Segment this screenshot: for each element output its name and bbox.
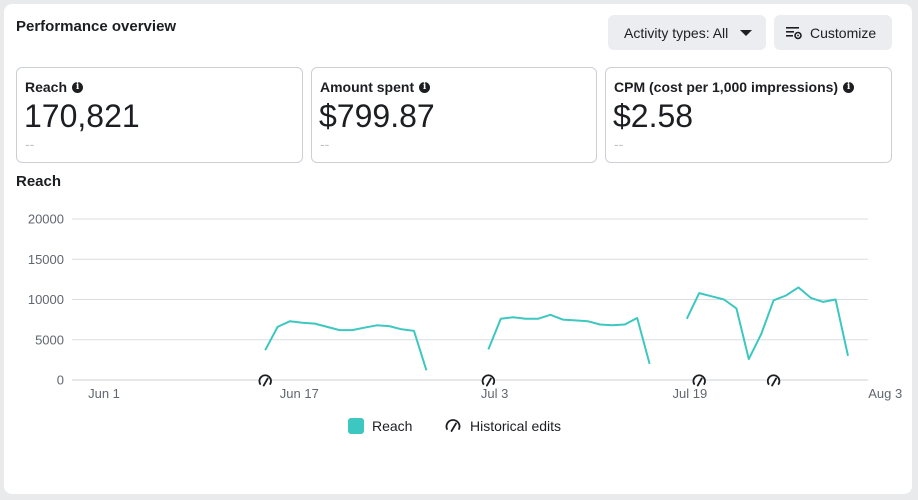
y-tick-label: 5000	[35, 332, 64, 347]
x-tick-label: Aug 3	[868, 386, 902, 401]
chart-title: Reach	[16, 173, 62, 190]
activity-types-dropdown[interactable]: Activity types: All	[608, 15, 766, 50]
metric-label: Reach	[25, 79, 68, 95]
historical-edit-marker	[766, 374, 781, 388]
reach-line	[264, 320, 428, 371]
legend-label: Reach	[372, 418, 413, 434]
reach-line	[685, 286, 849, 361]
metric-comparison: --	[25, 136, 35, 152]
x-tick-label: Jul 19	[673, 386, 708, 401]
panel-title: Performance overview	[16, 18, 177, 35]
y-tick-label: 20000	[28, 212, 64, 227]
reach-line	[487, 313, 651, 365]
y-tick-label: 0	[57, 373, 64, 388]
metric-card-reach: Reach i 170,821 --	[16, 67, 303, 163]
reach-swatch	[348, 418, 364, 434]
historical-edit-marker	[692, 374, 707, 388]
metric-value: $2.58	[613, 98, 694, 134]
metric-value: 170,821	[24, 98, 140, 134]
y-tick-label: 15000	[28, 252, 64, 267]
legend-item-reach[interactable]: Reach	[348, 418, 412, 434]
x-tick-label: Jun 1	[88, 386, 120, 401]
legend-label: Historical edits	[470, 418, 562, 434]
y-tick-label: 10000	[28, 292, 64, 307]
historical-edit-icon	[445, 419, 461, 432]
customize-button[interactable]: Customize	[774, 15, 892, 50]
info-icon[interactable]: i	[843, 81, 855, 93]
metric-card-cpm: CPM (cost per 1,000 impressions) i $2.58 …	[605, 67, 892, 163]
historical-edit-marker	[481, 374, 496, 388]
x-tick-label: Jul 3	[481, 386, 508, 401]
metric-label: CPM (cost per 1,000 impressions)	[614, 79, 839, 95]
metric-label: Amount spent	[320, 79, 415, 95]
customize-settings-icon	[786, 26, 802, 39]
info-icon[interactable]: i	[72, 81, 84, 93]
activity-types-label: Activity types: All	[624, 24, 729, 41]
caret-down-icon	[740, 29, 753, 36]
customize-label: Customize	[810, 24, 877, 41]
metric-comparison: --	[614, 136, 624, 152]
x-tick-label: Jun 17	[280, 386, 319, 401]
metric-comparison: --	[320, 136, 330, 152]
metric-card-amount-spent: Amount spent i $799.87 --	[311, 67, 597, 163]
info-icon[interactable]: i	[419, 81, 431, 93]
performance-overview-panel	[4, 4, 912, 494]
historical-edit-marker	[258, 374, 273, 388]
metric-value: $799.87	[319, 98, 435, 134]
legend-item-historical-edits[interactable]: Historical edits	[442, 418, 561, 434]
